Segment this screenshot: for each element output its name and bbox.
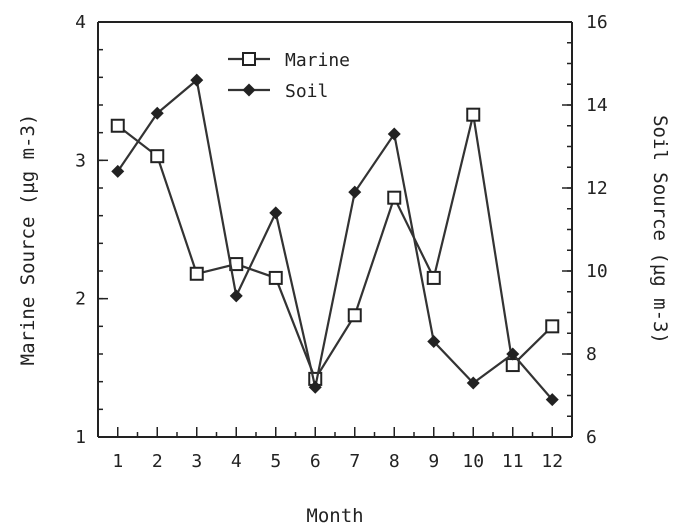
marine-point [189,266,204,281]
soil-point [150,106,164,120]
legend-soil-label: Soil [285,81,328,102]
soil-point [348,185,362,199]
left-y-axis-label: Marine Source (µg m-3) [17,114,39,366]
x-tick-label: 12 [541,451,563,472]
x-tick-label: 8 [389,451,400,472]
legend: Marine Soil [228,50,350,102]
x-axis-label: Month [306,505,363,527]
marine-point [347,308,362,323]
soil-point [308,380,322,394]
soil-point [387,127,401,141]
marine-point [387,190,402,205]
right-y-axis-label: Soil Source (µg m-3) [649,115,671,344]
right-y-tick-label: 16 [586,12,608,33]
soil-point [229,289,243,303]
soil-point [466,376,480,390]
soil-point [269,206,283,220]
x-tick-label: 6 [310,451,321,472]
left-y-tick-label: 4 [75,12,86,33]
marine-point [110,118,125,133]
series-soil-line [116,78,554,401]
x-tick-label: 4 [231,451,242,472]
soil-point [190,73,204,87]
legend-marine-label: Marine [285,50,350,71]
right-y-tick-label: 14 [586,95,608,116]
x-tick-label: 2 [152,451,163,472]
soil-point [545,393,559,407]
marine-point [505,358,520,373]
marine-point [150,149,165,164]
x-tick-label: 1 [112,451,123,472]
legend-soil-marker [242,83,256,97]
right-y-tick-label: 10 [586,261,608,282]
marine-point [426,270,441,285]
marine-point [545,319,560,334]
x-tick-label: 10 [462,451,484,472]
series-marine-line [117,114,554,382]
right-y-tick-label: 12 [586,178,608,199]
x-tick-label: 11 [502,451,524,472]
soil-point [506,347,520,361]
marine-point [268,270,283,285]
x-tick-label: 5 [270,451,281,472]
series-group [110,73,560,407]
soil-point [427,335,441,349]
right-y-tick-label: 8 [586,344,597,365]
x-tick-label: 7 [349,451,360,472]
legend-marine-marker [242,52,256,66]
soil-point [111,164,125,178]
left-y-tick-label: 2 [75,289,86,310]
tick-group [98,21,572,438]
x-tick-label: 9 [428,451,439,472]
right-y-tick-label: 6 [586,427,597,448]
marine-point [466,107,481,122]
left-y-tick-label: 1 [75,427,86,448]
x-tick-label: 3 [191,451,202,472]
left-y-tick-label: 3 [75,150,86,171]
